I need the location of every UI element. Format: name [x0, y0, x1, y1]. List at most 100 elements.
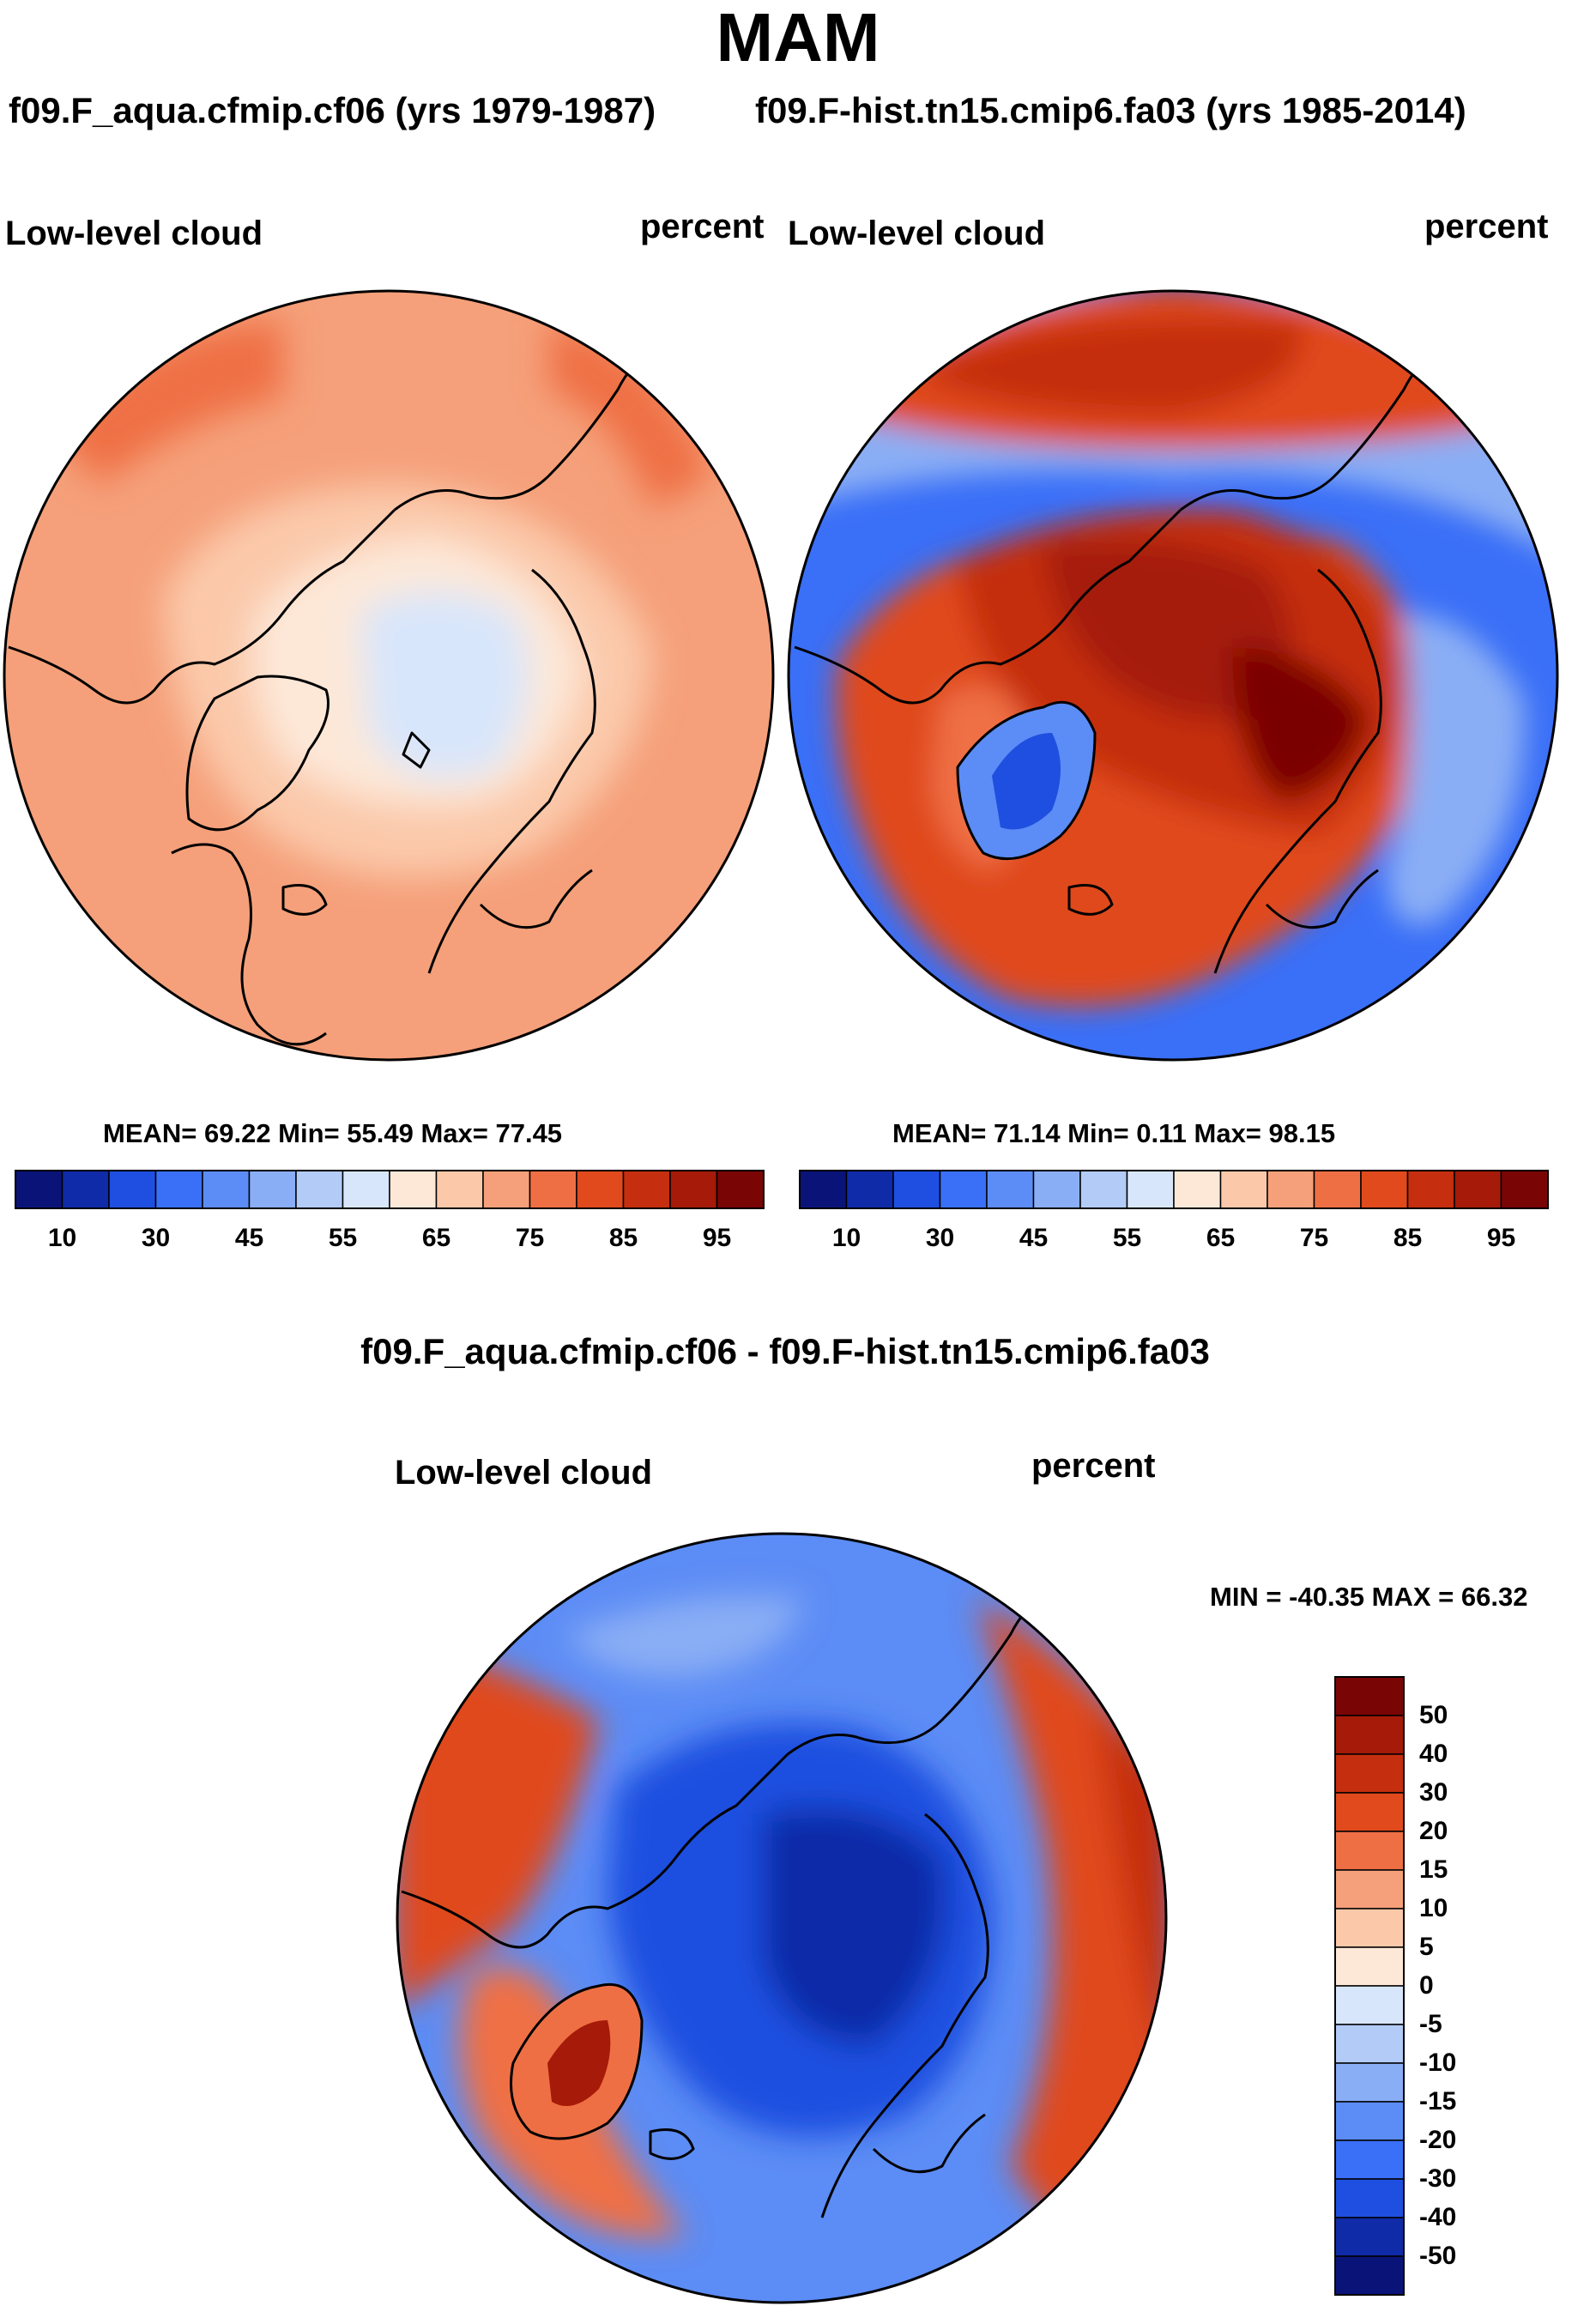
colorbar-swatch: [1219, 1170, 1268, 1209]
colorbar-tick-label: 75: [1299, 1224, 1329, 1252]
colorbar-swatch: [1406, 1170, 1455, 1209]
colorbar-swatch: [1173, 1170, 1222, 1209]
colorbar-swatch: [1334, 2178, 1405, 2218]
panel-a-colorbar: [15, 1170, 765, 1209]
panel-a-stats: MEAN= 69.22 Min= 55.49 Max= 77.45: [103, 1118, 563, 1148]
colorbar-tick-label: 30: [925, 1224, 955, 1252]
colorbar-swatch: [1032, 1170, 1081, 1209]
colorbar-swatch: [435, 1170, 484, 1209]
colorbar-tick-label: -40: [1419, 2203, 1457, 2231]
colorbar-swatch: [108, 1170, 157, 1209]
colorbar-swatch: [1313, 1170, 1362, 1209]
colorbar-swatch: [1334, 1792, 1405, 1832]
colorbar-swatch: [482, 1170, 531, 1209]
colorbar-swatch: [1500, 1170, 1549, 1209]
colorbar-tick-label: 40: [1419, 1740, 1448, 1768]
colorbar-swatch: [1334, 1753, 1405, 1794]
panel-b-case-title: f09.F-hist.tn15.cmip6.fa03 (yrs 1985-201…: [755, 90, 1466, 130]
panel-a-map-border: [3, 289, 775, 1062]
diff-variable-label: Low-level cloud: [395, 1454, 653, 1492]
colorbar-swatch: [1334, 1908, 1405, 1948]
panel-b-region-greenland-interior: [992, 733, 1061, 830]
colorbar-swatch: [986, 1170, 1035, 1209]
panel-b-region-barents-max: [1232, 647, 1369, 802]
colorbar-tick-label: 10: [47, 1224, 77, 1252]
colorbar-swatch: [154, 1170, 203, 1209]
colorbar-tick-label: 55: [1112, 1224, 1142, 1252]
panel-b-region-north-pacific-core: [915, 318, 1303, 415]
colorbar-tick-label: 75: [515, 1224, 545, 1252]
panel-a-variable-label: Low-level cloud: [5, 215, 263, 252]
colorbar-swatch: [1334, 2024, 1405, 2064]
colorbar-tick-label: 95: [1486, 1224, 1516, 1252]
colorbar-swatch: [1334, 1946, 1405, 1987]
panel-b-map-border: [787, 289, 1559, 1062]
colorbar-swatch: [342, 1170, 390, 1209]
colorbar-swatch: [248, 1170, 297, 1209]
colorbar-swatch: [1334, 2140, 1405, 2180]
panel-b-region-arctic-core: [1043, 539, 1292, 720]
colorbar-tick-label: -50: [1419, 2242, 1457, 2270]
colorbar-swatch: [669, 1170, 718, 1209]
colorbar-swatch: [1126, 1170, 1175, 1209]
panel-b-units-label: percent: [1424, 208, 1549, 245]
colorbar-swatch: [799, 1170, 848, 1209]
diff-region-pacific-negative: [565, 1595, 805, 1677]
colorbar-swatch: [1334, 2062, 1405, 2103]
colorbar-swatch: [1267, 1170, 1315, 1209]
panel-b-region-siberia: [1387, 613, 1525, 925]
colorbar-tick-label: 10: [1419, 1894, 1448, 1922]
diff-map: [396, 1532, 1168, 2304]
colorbar-swatch: [1334, 2101, 1405, 2141]
colorbar-tick-label: 85: [608, 1224, 638, 1252]
diff-region-greenland-core: [547, 2020, 611, 2106]
colorbar-swatch: [622, 1170, 671, 1209]
colorbar-tick-label: 0: [1419, 1971, 1434, 2000]
diff-region-arctic-core: [762, 1807, 946, 2046]
colorbar-swatch: [15, 1170, 63, 1209]
colorbar-swatch: [295, 1170, 344, 1209]
panel-a-coastlines: [8, 336, 670, 1046]
colorbar-tick-label: -20: [1419, 2126, 1457, 2154]
colorbar-tick-label: -10: [1419, 2049, 1457, 2077]
colorbar-swatch: [1334, 2255, 1405, 2296]
colorbar-swatch: [1334, 1831, 1405, 1871]
colorbar-swatch: [1360, 1170, 1409, 1209]
colorbar-frame: [15, 1170, 765, 1209]
colorbar-swatch: [389, 1170, 438, 1209]
colorbar-tick-label: 30: [1419, 1778, 1448, 1807]
colorbar-frame: [799, 1170, 1549, 1209]
diff-title: f09.F_aqua.cfmip.cf06 - f09.F-hist.tn15.…: [360, 1331, 1210, 1371]
colorbar-tick-label: 65: [1206, 1224, 1236, 1252]
diff-range-label: MIN = -40.35 MAX = 66.32: [1210, 1582, 1528, 1612]
colorbar-swatch: [845, 1170, 894, 1209]
panel-b-variable-label: Low-level cloud: [788, 215, 1046, 252]
colorbar-tick-label: 85: [1393, 1224, 1423, 1252]
colorbar-tick-label: 10: [831, 1224, 861, 1252]
colorbar-tick-label: 15: [1419, 1855, 1448, 1884]
panel-a-case-title: f09.F_aqua.cfmip.cf06 (yrs 1979-1987): [9, 90, 656, 130]
colorbar-swatch: [1079, 1170, 1128, 1209]
panel-a-region-pacific-high-2: [549, 321, 712, 510]
panel-a-map: [3, 289, 775, 1062]
colorbar-tick-label: 45: [1019, 1224, 1049, 1252]
colorbar-tick-label: 95: [702, 1224, 732, 1252]
colorbar-swatch: [1334, 1869, 1405, 1910]
diff-units-label: percent: [1031, 1447, 1156, 1485]
panel-b-stats: MEAN= 71.14 Min= 0.11 Max= 98.15: [892, 1118, 1336, 1148]
colorbar-swatch: [716, 1170, 765, 1209]
diff-colorbar: [1334, 1676, 1405, 2296]
panel-a-units-label: percent: [640, 208, 765, 245]
colorbar-tick-label: 20: [1419, 1817, 1448, 1845]
colorbar-swatch: [1334, 1715, 1405, 1755]
colorbar-swatch: [939, 1170, 988, 1209]
colorbar-swatch: [576, 1170, 625, 1209]
colorbar-tick-label: 30: [141, 1224, 171, 1252]
colorbar-frame: [1334, 1676, 1405, 2296]
panel-b-colorbar: [799, 1170, 1549, 1209]
season-title: MAM: [716, 0, 880, 76]
colorbar-swatch: [202, 1170, 251, 1209]
colorbar-tick-label: 55: [328, 1224, 358, 1252]
colorbar-swatch: [1334, 1676, 1405, 1716]
colorbar-swatch: [529, 1170, 577, 1209]
